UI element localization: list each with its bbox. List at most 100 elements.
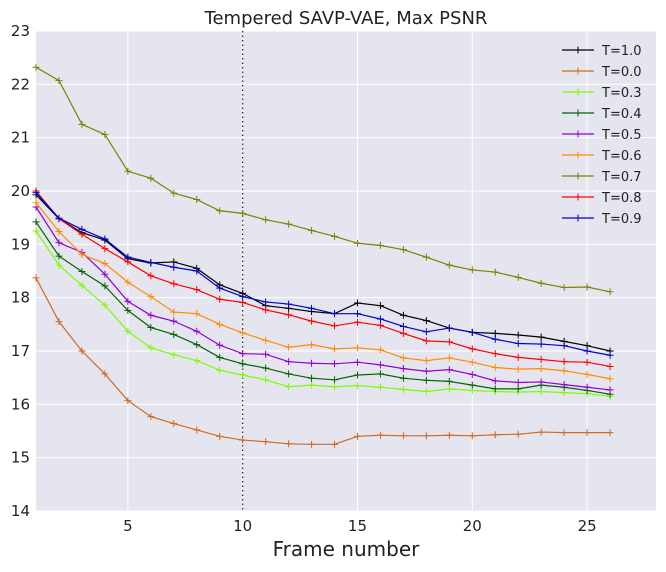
data-point xyxy=(193,426,201,434)
data-point xyxy=(422,376,430,384)
series-T=0.5 xyxy=(32,203,614,394)
data-point xyxy=(491,377,499,385)
data-point xyxy=(55,228,63,236)
data-point xyxy=(331,232,339,240)
data-point xyxy=(399,354,407,362)
data-point xyxy=(491,385,499,393)
data-point xyxy=(262,298,270,306)
legend-marker xyxy=(574,151,582,159)
y-tick-label: 14 xyxy=(11,502,30,520)
data-point xyxy=(422,432,430,440)
data-point xyxy=(193,196,201,204)
data-point xyxy=(170,351,178,359)
data-point xyxy=(445,385,453,393)
series-T=0.8 xyxy=(32,187,614,370)
data-point xyxy=(32,274,40,282)
data-point xyxy=(32,218,40,226)
data-point xyxy=(78,250,86,258)
data-point xyxy=(124,306,132,314)
data-point xyxy=(308,317,316,325)
legend-label: T=0.7 xyxy=(601,170,642,185)
data-point xyxy=(606,429,614,437)
data-point xyxy=(124,278,132,286)
data-point xyxy=(445,366,453,374)
data-point xyxy=(331,440,339,448)
data-point xyxy=(514,331,522,339)
data-point xyxy=(308,359,316,367)
data-point xyxy=(262,350,270,358)
legend-marker xyxy=(574,88,582,96)
data-point xyxy=(376,361,384,369)
data-point xyxy=(514,340,522,348)
data-point xyxy=(147,272,155,280)
data-point xyxy=(124,297,132,305)
legend-entry: T=0.9 xyxy=(562,212,642,227)
data-point xyxy=(514,353,522,361)
data-point xyxy=(285,311,293,319)
data-point xyxy=(147,413,155,421)
x-axis-label: Frame number xyxy=(273,537,421,561)
plot-background xyxy=(36,31,656,511)
data-point xyxy=(308,381,316,389)
data-point xyxy=(239,209,247,217)
data-point xyxy=(376,321,384,329)
data-point xyxy=(353,310,361,318)
y-tick-label: 17 xyxy=(11,342,30,360)
y-tick-label: 21 xyxy=(11,129,30,147)
data-point xyxy=(216,295,224,303)
data-point xyxy=(216,353,224,361)
y-tick-label: 22 xyxy=(11,75,30,93)
series-line xyxy=(35,192,611,356)
series-line xyxy=(35,206,611,391)
data-point xyxy=(399,322,407,330)
data-point xyxy=(537,279,545,287)
data-point xyxy=(491,350,499,358)
data-point xyxy=(537,365,545,373)
x-tick-label: 25 xyxy=(578,517,597,535)
data-point xyxy=(376,346,384,354)
data-point xyxy=(583,358,591,366)
data-point xyxy=(216,366,224,374)
data-point xyxy=(147,174,155,182)
data-point xyxy=(422,357,430,365)
series-line xyxy=(35,230,611,397)
data-point xyxy=(193,327,201,335)
series-T=0.3 xyxy=(32,227,614,400)
data-point xyxy=(376,315,384,323)
data-point xyxy=(101,270,109,278)
data-point xyxy=(216,207,224,215)
data-point xyxy=(193,267,201,275)
data-point xyxy=(32,227,40,235)
series-line xyxy=(35,277,611,445)
data-point xyxy=(445,377,453,385)
x-tick-label: 10 xyxy=(233,517,252,535)
chart-title: Tempered SAVP-VAE, Max PSNR xyxy=(204,8,488,29)
data-point xyxy=(331,310,339,318)
data-point xyxy=(583,429,591,437)
data-point xyxy=(422,253,430,261)
data-point xyxy=(422,388,430,396)
data-point xyxy=(514,385,522,393)
series-line xyxy=(35,190,611,368)
legend-entry: T=0.5 xyxy=(562,128,642,143)
data-point xyxy=(514,273,522,281)
data-point xyxy=(55,318,63,326)
legend-marker xyxy=(574,130,582,138)
data-point xyxy=(308,440,316,448)
data-point xyxy=(606,351,614,359)
data-point xyxy=(537,333,545,341)
data-point xyxy=(606,362,614,370)
data-point xyxy=(468,432,476,440)
data-point xyxy=(583,383,591,391)
data-point xyxy=(55,77,63,85)
series-T=0.7 xyxy=(32,63,614,296)
data-point xyxy=(331,345,339,353)
data-point xyxy=(262,364,270,372)
legend-marker xyxy=(574,46,582,54)
data-point xyxy=(147,293,155,301)
data-point xyxy=(583,370,591,378)
series-layer xyxy=(32,63,614,448)
data-point xyxy=(353,358,361,366)
legend-entry: T=0.8 xyxy=(562,191,642,206)
data-point xyxy=(101,282,109,290)
